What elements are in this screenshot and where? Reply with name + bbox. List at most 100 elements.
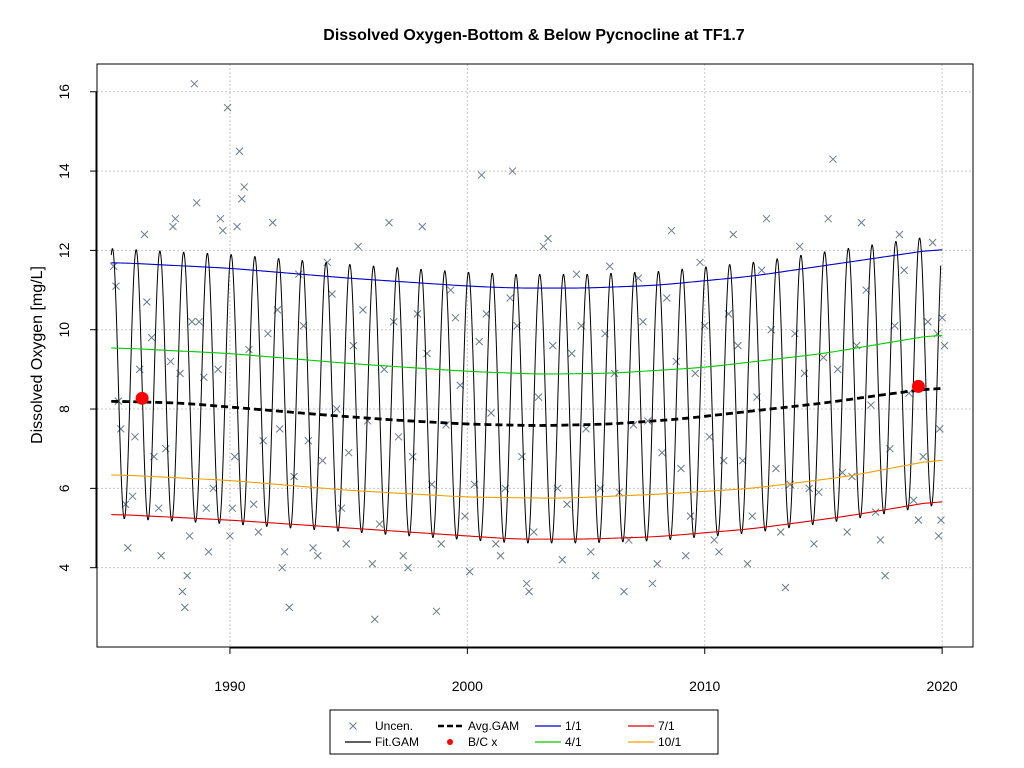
y-tick-label: 6 [56, 484, 72, 492]
series-line-7-1 [111, 501, 943, 540]
observation-point [696, 258, 704, 267]
y-axis-label: Dissolved Oxygen [mg/L] [29, 266, 46, 444]
legend-item: Uncen. [349, 719, 413, 733]
observation-point [867, 401, 875, 409]
observation-point [178, 587, 187, 596]
observation-point [230, 452, 239, 461]
observation-point [370, 615, 379, 624]
observation-point [672, 357, 681, 366]
observation-point [772, 464, 780, 473]
observation-point [691, 369, 700, 378]
legend-item: Fit.GAM [345, 735, 419, 749]
observation-point [313, 551, 322, 560]
legend-item: Avg.GAM [438, 719, 519, 733]
observation-point [938, 313, 946, 322]
observation-point [394, 432, 403, 441]
observation-point [686, 512, 695, 520]
observation-point [738, 456, 747, 465]
observation-point [762, 214, 771, 223]
legend-label: 7/1 [658, 719, 675, 733]
observation-point [183, 571, 192, 580]
observation-point [209, 484, 218, 493]
observation-point [268, 218, 277, 227]
observation-point [318, 456, 327, 465]
observation-point [791, 329, 799, 338]
observation-point [586, 547, 595, 556]
observation-point [477, 171, 486, 179]
observation-point [116, 425, 125, 433]
observation-point [658, 448, 666, 457]
observation-point [109, 262, 118, 271]
observation-point [591, 571, 600, 580]
observation-point [143, 298, 151, 306]
observation-point [188, 317, 196, 326]
observation-point [451, 313, 460, 322]
observation-point [309, 543, 317, 552]
observation-point [643, 417, 652, 425]
observation-point [757, 266, 766, 275]
y-tick-label: 8 [56, 405, 72, 413]
observation-point [446, 286, 455, 294]
x-axis: 1990 2000 2010 2020 [214, 647, 958, 694]
series-line-10-1 [111, 459, 943, 499]
observation-point [734, 341, 742, 350]
observation-point [605, 262, 614, 271]
observation-point [280, 547, 289, 556]
y-tick-label: 16 [56, 84, 72, 100]
legend-item: 7/1 [628, 719, 675, 733]
bc-points [135, 379, 925, 405]
x-tick-label: 1990 [214, 678, 245, 694]
y-tick-label: 14 [56, 163, 72, 179]
observation-point [781, 583, 790, 592]
observation-point [216, 214, 225, 223]
legend-label: 1/1 [565, 719, 582, 733]
observation-point [729, 230, 738, 239]
observation-point [147, 333, 156, 342]
observation-point [715, 547, 723, 556]
observation-point [240, 183, 249, 191]
observation-point [337, 504, 346, 513]
series-line-avg-gam [111, 387, 943, 427]
legend-item: 4/1 [535, 735, 582, 749]
observation-point [705, 432, 714, 441]
observation-point [814, 488, 823, 497]
observation-point [677, 464, 685, 473]
bc-point [135, 391, 149, 405]
observation-point [124, 543, 132, 552]
observation-point [487, 409, 495, 417]
observation-point [909, 496, 918, 505]
series-line-4-1 [111, 334, 943, 375]
observation-point [662, 294, 671, 302]
observation-point [342, 540, 351, 548]
observation-point [418, 222, 427, 231]
observation-point [157, 551, 165, 560]
observation-point [848, 472, 856, 481]
y-tick-label: 12 [56, 242, 72, 258]
observation-point [881, 571, 890, 580]
grid-lines [97, 64, 973, 647]
observation-point [558, 555, 567, 564]
observation-point [924, 317, 932, 326]
observation-point [423, 349, 431, 358]
observation-point [285, 603, 294, 612]
observation-point [506, 294, 514, 302]
observation-point [245, 345, 253, 354]
observation-point [399, 551, 408, 560]
y-axis: 4 6 8 10 12 14 16 [56, 84, 97, 572]
observation-point [508, 167, 517, 175]
observation-point [934, 532, 943, 540]
observation-point [833, 365, 842, 374]
observation-point [895, 230, 904, 239]
observation-point [214, 365, 222, 374]
observation-point [496, 551, 505, 560]
series-fit-gam [110, 237, 942, 544]
observation-point [805, 484, 814, 493]
observation-point [264, 329, 272, 338]
observation-point [408, 452, 417, 461]
observation-point [937, 516, 945, 524]
legend-label: Fit.GAM [375, 735, 419, 749]
observation-point [648, 579, 657, 588]
observation-point [185, 532, 194, 540]
observation-point [275, 425, 284, 433]
